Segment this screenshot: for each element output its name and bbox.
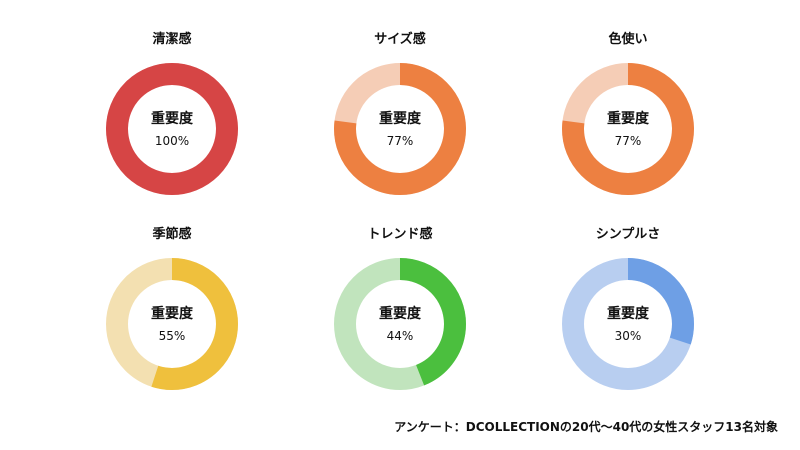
donut-value-slice	[334, 258, 466, 390]
chart-title: 色使い	[608, 32, 648, 47]
center-label: 重要度	[151, 306, 193, 322]
chart-title: トレンド感	[367, 227, 433, 242]
chart-title: 季節感	[152, 227, 192, 242]
donut-value-slice	[106, 63, 238, 195]
center-label: 重要度	[607, 306, 649, 322]
center-label: 重要度	[379, 111, 421, 127]
center-label: 重要度	[379, 306, 421, 322]
donut	[562, 63, 694, 195]
center-label: 重要度	[607, 111, 649, 127]
value-label: 77%	[386, 134, 414, 148]
donut-value-slice	[562, 258, 694, 390]
value-label: 100%	[154, 134, 190, 148]
donut-value-slice	[334, 63, 466, 195]
donut-value-slice	[562, 63, 694, 195]
value-label: 55%	[158, 329, 186, 343]
survey-footnote: アンケート：DCOLLECTIONの20代〜40代の女性スタッフ13名対象	[394, 420, 778, 434]
donut-value-slice	[106, 258, 238, 390]
chart-title: 清潔感	[152, 32, 192, 47]
value-label: 44%	[386, 329, 414, 343]
value-label: 77%	[614, 134, 642, 148]
donut	[106, 258, 238, 390]
donut	[106, 63, 238, 195]
chart-title: シンプルさ	[595, 227, 661, 242]
value-label: 30%	[614, 329, 642, 343]
donut	[334, 258, 466, 390]
donut	[562, 258, 694, 390]
donut	[334, 63, 466, 195]
center-label: 重要度	[151, 111, 193, 127]
chart-title: サイズ感	[374, 32, 426, 47]
